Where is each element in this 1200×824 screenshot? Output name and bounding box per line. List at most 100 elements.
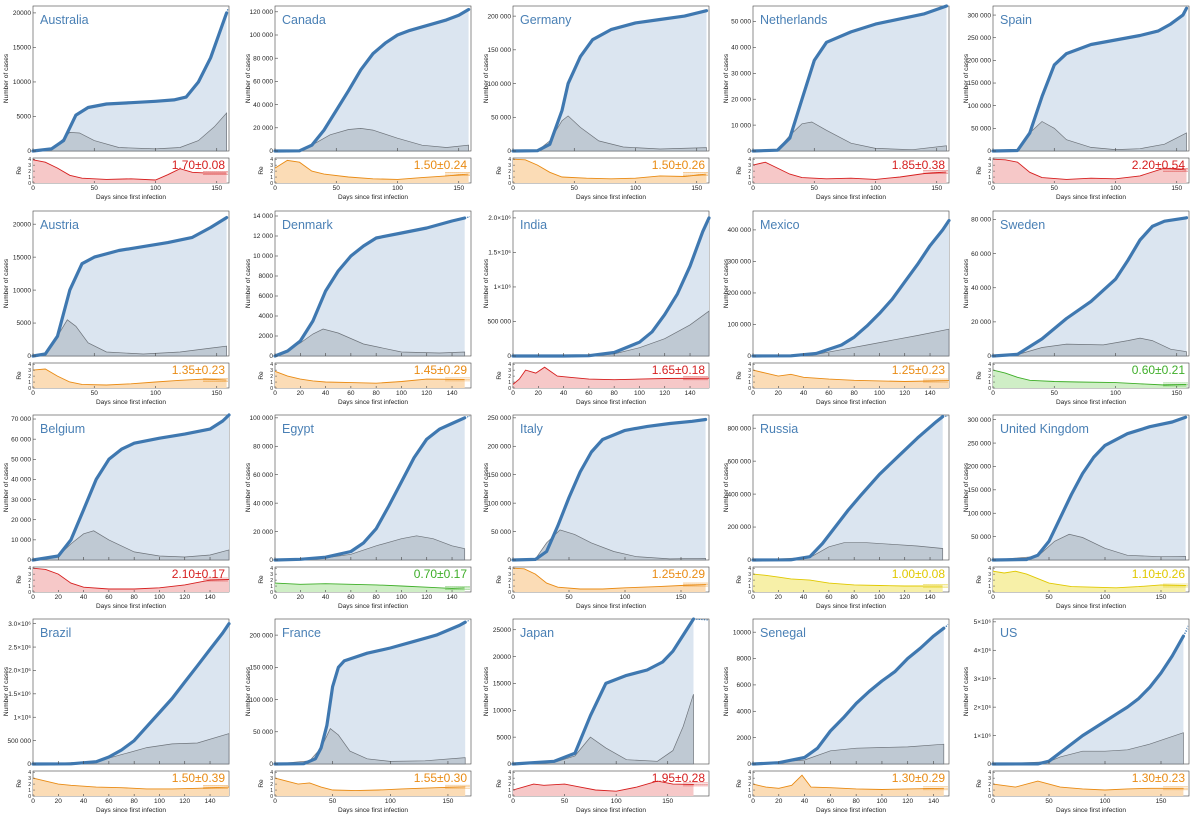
re-area — [33, 778, 229, 796]
re-tick-label: 3 — [988, 776, 991, 782]
re-tick-label: 4 — [508, 157, 511, 163]
re-area — [275, 583, 465, 592]
x-axis-label: Days since first infection — [816, 807, 886, 814]
x-axis-label: Days since first infection — [96, 399, 166, 406]
y-tick-label: 0 — [269, 148, 273, 155]
y-tick-label: 30 000 — [11, 497, 31, 504]
re-tick-label: 4 — [508, 770, 511, 776]
x-tick-label: 40 — [800, 594, 808, 601]
country-title: Denmark — [282, 218, 333, 232]
re-tick-label: 3 — [270, 572, 273, 578]
y-axis-label: Number of cases — [483, 258, 490, 308]
y-tick-label: 8000 — [737, 656, 752, 663]
re-tick-label: 1 — [508, 380, 511, 386]
cumulative-cases-line — [31, 216, 229, 358]
cumulative-area — [753, 220, 949, 356]
y-tick-label: 10 000 — [11, 537, 31, 544]
country-title: Australia — [40, 13, 89, 27]
re-tick-label: 2 — [748, 782, 751, 788]
y-tick-label: 50 000 — [731, 19, 751, 26]
y-axis-label: Number of cases — [963, 462, 970, 512]
projection-line-2 — [465, 619, 471, 623]
y-tick-label: 100 000 — [488, 500, 512, 507]
re-line — [274, 582, 465, 589]
re-line — [32, 159, 227, 181]
y-tick-label: 150 000 — [488, 47, 512, 54]
re-tick-label: 2 — [748, 578, 751, 584]
re-axis-label: Re — [16, 779, 23, 788]
active-cases-area — [512, 694, 694, 765]
y-axis-label: Number of cases — [245, 666, 252, 716]
x-tick-label: 140 — [928, 798, 939, 805]
y-tick-label: 50 000 — [491, 114, 511, 121]
re-axis-label: Re — [976, 371, 983, 380]
re-tick-label: 1 — [748, 584, 751, 590]
y-tick-label: 100 000 — [968, 510, 992, 517]
y-tick-label: 50 000 — [971, 126, 991, 133]
country-title: United Kingdom — [1000, 422, 1089, 436]
re-value-label: 1.30±0.23 — [1132, 771, 1186, 785]
cumulative-area — [275, 622, 466, 764]
re-tick-label: 2 — [508, 578, 511, 584]
re-tick-label: 2 — [508, 782, 511, 788]
re-tick-label: 4 — [28, 566, 31, 572]
re-tick-label: 2 — [988, 169, 991, 175]
x-tick-label: 50 — [571, 185, 579, 192]
y-tick-label: 60 000 — [253, 472, 273, 479]
x-tick-label: 100 — [630, 185, 641, 192]
y-tick-label: 3×10⁶ — [974, 676, 992, 683]
projection-line-2 — [226, 216, 229, 218]
y-tick-label: 1.5×10⁶ — [8, 691, 31, 698]
y-tick-label: 1.5×10⁶ — [488, 250, 511, 257]
re-area — [753, 775, 944, 796]
country-title: Japan — [520, 626, 554, 640]
re-area — [33, 369, 227, 388]
re-tick-label: 2 — [28, 169, 31, 175]
x-tick-label: 60 — [347, 594, 355, 601]
y-tick-label: 200 000 — [968, 58, 992, 65]
y-tick-label: 200 000 — [488, 443, 512, 450]
re-tick-label: 1 — [748, 175, 751, 181]
re-tick-label: 3 — [28, 368, 31, 374]
projection-line-2 — [707, 217, 710, 220]
y-axis-label: Number of cases — [723, 462, 730, 512]
x-tick-label: 0 — [31, 390, 35, 397]
cumulative-cases-line — [273, 7, 471, 153]
country-title: Netherlands — [760, 13, 827, 27]
re-tick-label: 3 — [508, 572, 511, 578]
re-value-label: 1.00±0.08 — [892, 567, 946, 581]
x-tick-label: 80 — [131, 798, 139, 805]
x-tick-label: 100 — [154, 798, 165, 805]
y-tick-label: 20000 — [13, 10, 31, 17]
re-line — [274, 159, 469, 180]
x-tick-label: 140 — [447, 390, 458, 397]
x-tick-label: 50 — [333, 185, 341, 192]
y-tick-label: 0 — [507, 761, 511, 768]
y-tick-label: 0 — [987, 353, 991, 360]
cumulative-cases-line — [511, 216, 711, 358]
re-area — [993, 159, 1187, 183]
projection-line-2 — [946, 5, 949, 8]
re-area — [993, 781, 1184, 796]
country-title: Mexico — [760, 218, 800, 232]
y-tick-label: 40 000 — [971, 285, 991, 292]
x-tick-label: 100 — [1100, 594, 1111, 601]
x-tick-label: 60 — [825, 390, 833, 397]
y-tick-label: 200 000 — [728, 290, 752, 297]
re-tick-label: 0 — [508, 386, 511, 392]
re-tick-label: 2 — [28, 578, 31, 584]
cumulative-cases-line — [751, 218, 951, 358]
y-tick-label: 0 — [27, 761, 31, 768]
cumulative-cases-line — [273, 620, 467, 766]
re-tick-label: 1 — [270, 175, 273, 181]
y-tick-label: 20 000 — [971, 319, 991, 326]
active-cases-area — [752, 542, 944, 561]
re-axis-label: Re — [736, 166, 743, 175]
x-tick-label: 20 — [297, 390, 305, 397]
y-tick-label: 2.0×10⁶ — [488, 215, 511, 222]
x-tick-label: 140 — [685, 390, 696, 397]
active-cases-area — [512, 115, 707, 152]
country-title: Brazil — [40, 626, 71, 640]
x-axis-label: Days since first infection — [816, 603, 886, 610]
